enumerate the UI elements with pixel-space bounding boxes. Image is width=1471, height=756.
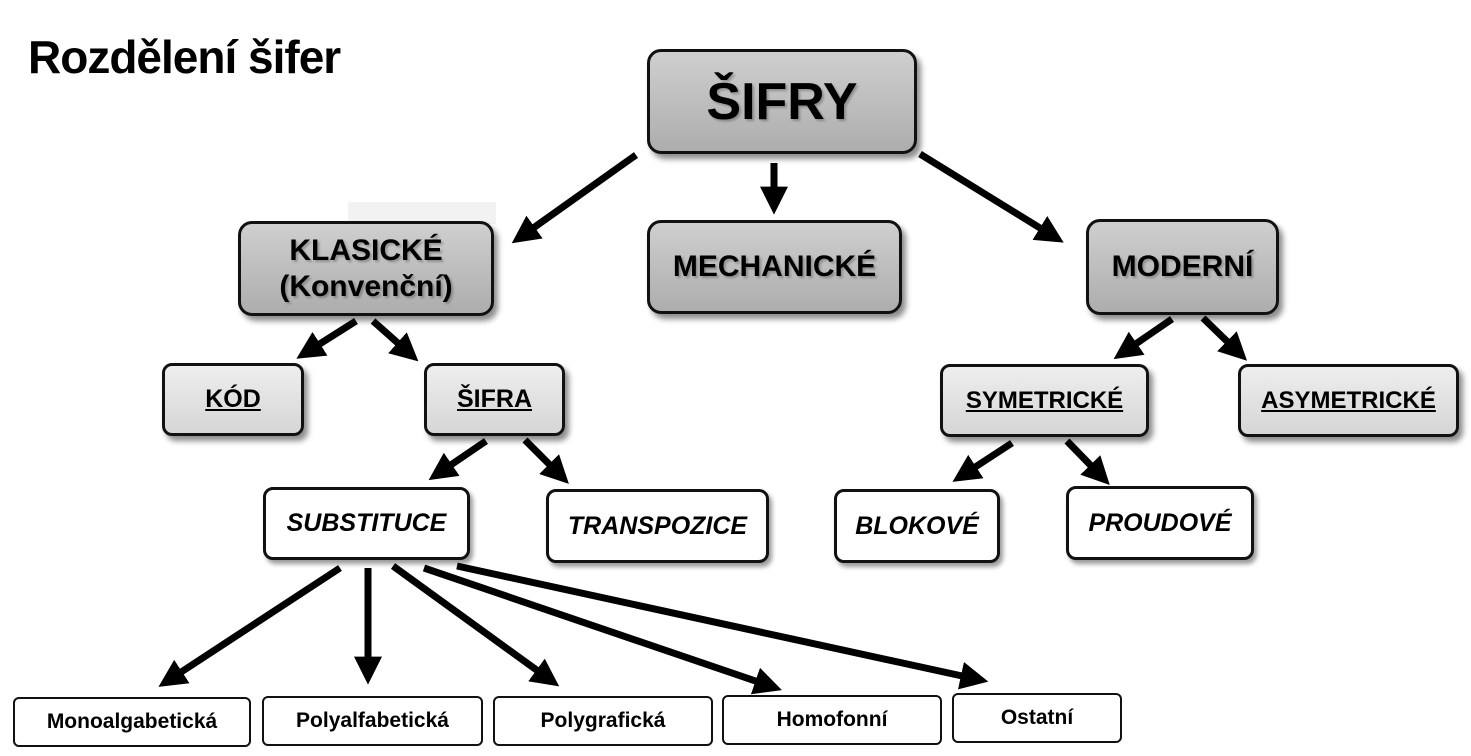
arrow-moderni-asymetricke [1200,315,1248,361]
arrow-substituce-monoalgabeticka [158,565,342,687]
node-klasicke: KLASICKÉ (Konvenční) [238,221,494,316]
node-klasicke-line2: (Konvenční) [279,269,453,303]
arrow-symetricke-proudove [1064,438,1110,486]
arrow-sifra-transpozice [522,437,569,484]
node-mechanicke-label: MECHANICKÉ [672,250,877,283]
node-sifry-label: ŠIFRY [706,72,858,131]
node-ostatni: Ostatní [952,693,1122,743]
node-substituce: SUBSTITUCE [263,487,470,560]
node-polygraficka: Polygrafická [493,696,713,746]
page-title: Rozdělení šifer [28,31,341,83]
faint-watermark [348,202,496,224]
node-sifry: ŠIFRY [647,49,917,154]
node-homofonni-label: Homofonní [776,708,888,731]
arrow-substituce-homofonni [422,564,782,695]
arrow-substituce-polygraficka [390,563,560,687]
node-monoalgabeticka: Monoalgabetická [13,697,251,747]
node-polyalfabeticka: Polyalfabetická [262,696,483,746]
node-asymetricke: ASYMETRICKÉ [1238,364,1459,437]
node-symetricke-label: SYMETRICKÉ [965,386,1124,414]
node-kod-label: KÓD [205,385,261,413]
node-transpozice: TRANSPOZICE [546,489,769,563]
node-moderni: MODERNÍ [1086,219,1279,315]
arrow-klasicke-kod [296,318,358,359]
node-polygraficka-label: Polygrafická [540,709,666,732]
node-transpozice-label: TRANSPOZICE [567,511,748,540]
node-homofonni: Homofonní [722,695,942,745]
node-monoalgabeticka-label: Monoalgabetická [46,710,218,733]
arrow-symetricke-blokove [952,440,1014,482]
node-proudove: PROUDOVÉ [1066,486,1254,560]
node-kod: KÓD [162,363,304,436]
node-proudove-label: PROUDOVÉ [1088,508,1232,537]
node-sifra: ŠIFRA [424,363,565,436]
node-ostatni-label: Ostatní [1000,706,1074,729]
node-sifra-label: ŠIFRA [457,385,532,413]
node-mechanicke: MECHANICKÉ [647,220,902,314]
node-blokove: BLOKOVÉ [834,489,1000,563]
node-klasicke-line1: KLASICKÉ [289,233,443,267]
arrow-sifry-moderni [918,151,1064,243]
node-substituce-label: SUBSTITUCE [286,509,447,537]
node-moderni-label: MODERNÍ [1111,250,1254,283]
arrow-klasicke-sifra [370,318,419,362]
node-polyalfabeticka-label: Polyalfabetická [296,709,449,732]
arrow-sifra-substituce [428,438,488,481]
arrow-substituce-ostatni [456,562,989,690]
arrow-moderni-symetricke [1113,316,1174,360]
node-blokove-label: BLOKOVÉ [855,511,979,540]
node-asymetricke-label: ASYMETRICKÉ [1261,386,1436,414]
arrow-sifry-klasicke [511,152,639,244]
node-symetricke: SYMETRICKÉ [940,364,1149,437]
